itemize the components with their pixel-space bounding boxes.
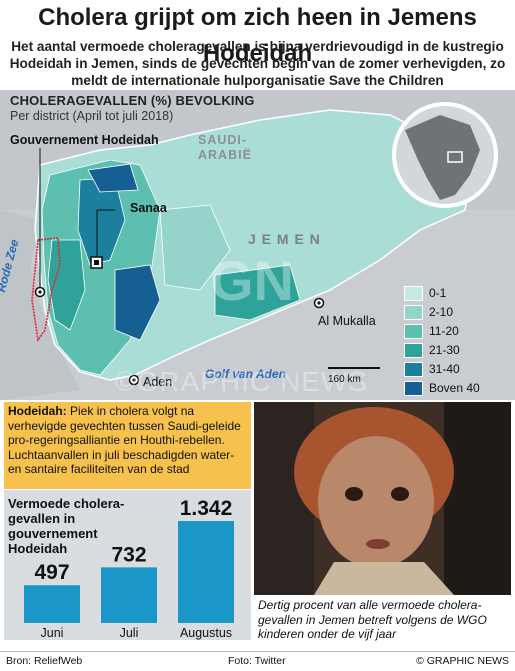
photo-caption: Dertig procent van alle vermoede cholera… [258, 598, 487, 641]
legend-item: 31-40 [404, 360, 506, 378]
city-label-sanaa: Sanaa [130, 201, 167, 215]
map-scale-label: 160 km [328, 374, 361, 385]
country-label-saudi-1: SAUDI- [198, 133, 248, 147]
city-label-aden: Aden [143, 375, 173, 389]
legend-item: 21-30 [404, 341, 506, 359]
legend-swatch [404, 380, 423, 396]
footer-copyright: © GRAPHIC NEWS [416, 655, 509, 667]
city-label-mukalla: Al Mukalla [318, 314, 376, 328]
legend-item: 0-1 [404, 284, 506, 302]
legend-swatch [404, 323, 423, 339]
footer-source: Bron: ReliefWeb [6, 655, 83, 667]
legend-item: Boven 40 [404, 379, 506, 397]
bar-value-label: 497 [34, 561, 69, 584]
info-box: Hodeidah: Piek in cholera volgt na verhe… [4, 402, 251, 489]
footer: Bron: ReliefWeb Foto: Twitter © GRAPHIC … [0, 651, 515, 671]
country-label-yemen: J E M E N [248, 231, 321, 247]
map-legend: 0-1 2-10 11-20 21-30 31-40 Boven 40 [404, 284, 506, 398]
chart-svg: 497 Juni 732 Juli 1.342 Augustus [24, 497, 234, 640]
legend-label: 31-40 [429, 362, 460, 376]
bar-value-label: 1.342 [180, 497, 233, 520]
watermark-text: ©GRAPHIC NEWS [115, 366, 368, 397]
child-photo [254, 402, 511, 595]
legend-label: Boven 40 [429, 381, 480, 395]
watermark-logo: GN [210, 249, 294, 312]
bar-juni [24, 585, 80, 623]
legend-swatch [404, 304, 423, 320]
footer-photo-credit: Foto: Twitter [228, 655, 286, 667]
bar-value-label: 732 [111, 543, 146, 566]
legend-label: 2-10 [429, 305, 454, 319]
child-photo-illustration [254, 402, 511, 595]
sea-label-gulf-aden: Golf van Aden [205, 367, 286, 381]
info-body: Piek in cholera volgt na verhevigde geve… [8, 404, 241, 477]
legend-swatch [404, 285, 423, 301]
info-heading: Hodeidah: [8, 404, 67, 418]
cholera-bar-chart: 497 Juni 732 Juli 1.342 Augustus [4, 490, 251, 640]
bar-juli [101, 567, 157, 623]
chart-title: Vermoede cholera-gevallen in gouvernemen… [8, 496, 125, 556]
governorate-label: Gouvernement Hodeidah [10, 133, 159, 147]
map-legend-title: CHOLERAGEVALLEN (%) BEVOLKING [10, 93, 255, 108]
legend-label: 11-20 [429, 324, 459, 338]
map-graphic [0, 90, 515, 400]
bar-augustus [178, 521, 234, 623]
legend-item: 11-20 [404, 322, 506, 340]
country-label-saudi-2: ARABIË [198, 148, 252, 162]
bar-category-label: Juli [120, 626, 139, 640]
page-title: Cholera grijpt om zich heen in Jemens Ho… [0, 0, 515, 67]
legend-swatch [404, 361, 423, 377]
legend-item: 2-10 [404, 303, 506, 321]
yemen-map [0, 90, 515, 400]
legend-label: 0-1 [429, 286, 447, 300]
page-subtitle: Het aantal vermoede choleragevallen is b… [9, 39, 506, 88]
bar-category-label: Augustus [180, 626, 232, 640]
bar-category-label: Juni [41, 626, 64, 640]
map-legend-subtitle: Per district (April tot juli 2018) [10, 109, 174, 123]
legend-swatch [404, 342, 423, 358]
legend-label: 21-30 [429, 343, 460, 357]
